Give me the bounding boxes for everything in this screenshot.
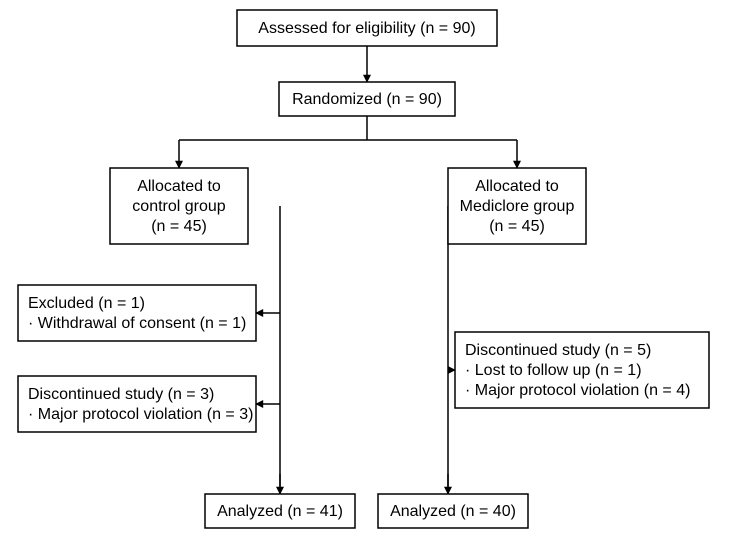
flow-node-assessed: Assessed for eligibility (n = 90) [237,10,497,46]
flow-node-label: · Major protocol violation (n = 4) [465,382,690,399]
flow-node-label: Discontinued study (n = 3) [28,386,214,403]
flow-node-alloc_ctrl: Allocated to control group (n = 45) [110,168,248,244]
flow-node-label: Allocated to [137,178,221,195]
flow-node-label: control group [132,198,225,215]
flow-node-label: Mediclore group [460,198,575,215]
flow-node-ana_med: Analyzed (n = 40) [378,494,528,528]
flow-node-label: Analyzed (n = 41) [217,503,343,520]
flow-node-disc_ctrl: Discontinued study (n = 3) · Major protoc… [18,376,256,432]
flow-node-label: Excluded (n = 1) [28,295,145,312]
flow-node-label: · Lost to follow up (n = 1) [465,362,642,379]
flow-node-label: Assessed for eligibility (n = 90) [258,20,475,37]
flow-node-label: (n = 45) [151,218,207,235]
flow-node-ana_ctrl: Analyzed (n = 41) [205,494,355,528]
flow-node-label: · Withdrawal of consent (n = 1) [28,315,246,332]
flow-node-excluded: Excluded (n = 1) · Withdrawal of consent … [18,285,256,341]
flow-node-label: · Major protocol violation (n = 3) [28,406,253,423]
flow-node-label: Allocated to [475,178,559,195]
flow-node-disc_med: Discontinued study (n = 5) · Lost to foll… [455,332,709,408]
flow-node-label: Randomized (n = 90) [292,91,442,108]
flow-node-label: (n = 45) [489,218,545,235]
flow-node-label: Discontinued study (n = 5) [465,342,651,359]
flow-node-label: Analyzed (n = 40) [390,503,516,520]
flow-node-randomized: Randomized (n = 90) [279,82,455,116]
flow-node-alloc_med: Allocated to Mediclore group (n = 45) [448,168,586,244]
